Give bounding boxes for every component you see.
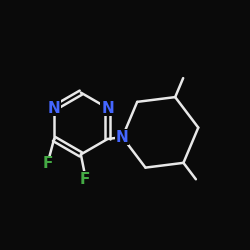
Text: N: N [116,130,129,145]
Text: N: N [101,100,114,116]
Text: F: F [80,172,90,187]
Text: N: N [48,100,60,116]
Text: F: F [43,156,54,172]
